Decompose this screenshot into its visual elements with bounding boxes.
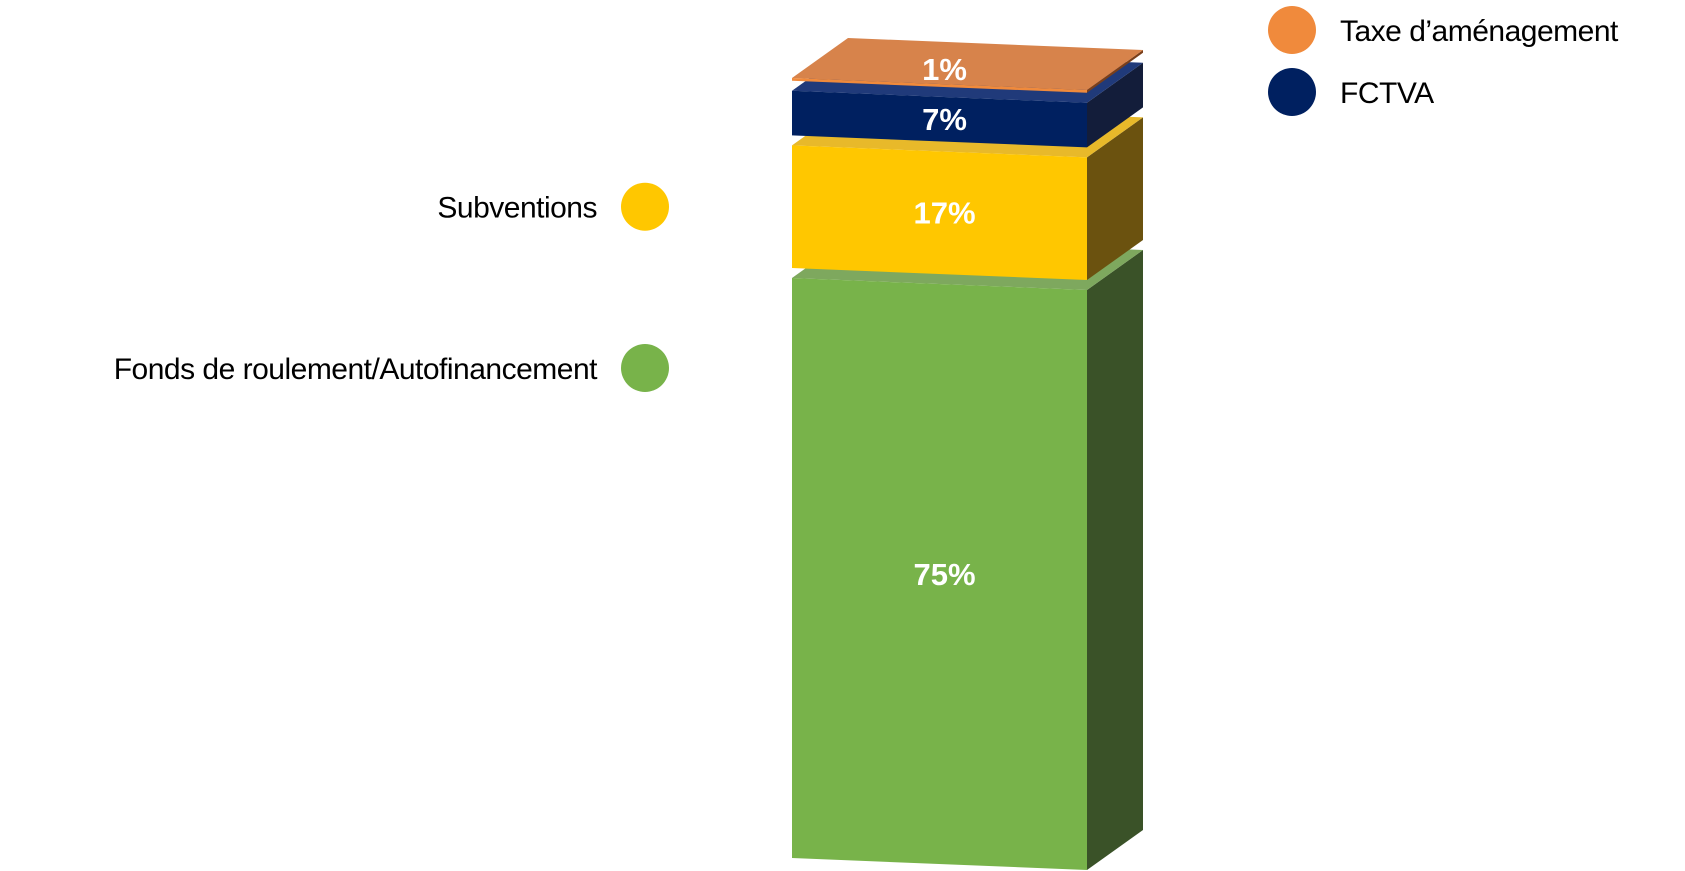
legend-marker-fonds-de-roulement-autofinancement: [621, 344, 669, 392]
data-label-subventions: 17%: [913, 196, 975, 231]
bar-side-fctva: [1087, 62, 1143, 148]
data-label-fonds-de-roulement-autofinancement: 75%: [913, 557, 975, 592]
bar-segment-taxe-d-am-nagement[interactable]: [792, 78, 1087, 93]
bar-side-subventions: [1087, 117, 1143, 281]
data-label-taxe-d-am-nagement: 1%: [922, 52, 967, 87]
data-label-fctva: 7%: [922, 102, 967, 137]
legend-marker-fctva: [1268, 68, 1316, 116]
bar-segment-fonds-de-roulement-autofinancement[interactable]: [792, 278, 1087, 870]
legend-marker-taxe-d-am-nagement: [1268, 6, 1316, 54]
bar-side-fonds-de-roulement-autofinancement: [1087, 250, 1143, 870]
legend-label-fonds-de-roulement-autofinancement: Fonds de roulement/Autofinancement: [114, 353, 598, 386]
legend-label-taxe-d-am-nagement: Taxe d’aménagement: [1340, 15, 1619, 48]
legend-marker-subventions: [621, 182, 669, 231]
bar-top-taxe-d-am-nagement: [792, 38, 1143, 90]
legend-label-subventions: Subventions: [437, 192, 597, 225]
legend-label-fctva: FCTVA: [1340, 77, 1434, 110]
bar-side-taxe-d-am-nagement: [1087, 50, 1143, 93]
bar-segment-fctva[interactable]: [792, 90, 1087, 148]
bar-segment-subventions[interactable]: [792, 145, 1087, 280]
